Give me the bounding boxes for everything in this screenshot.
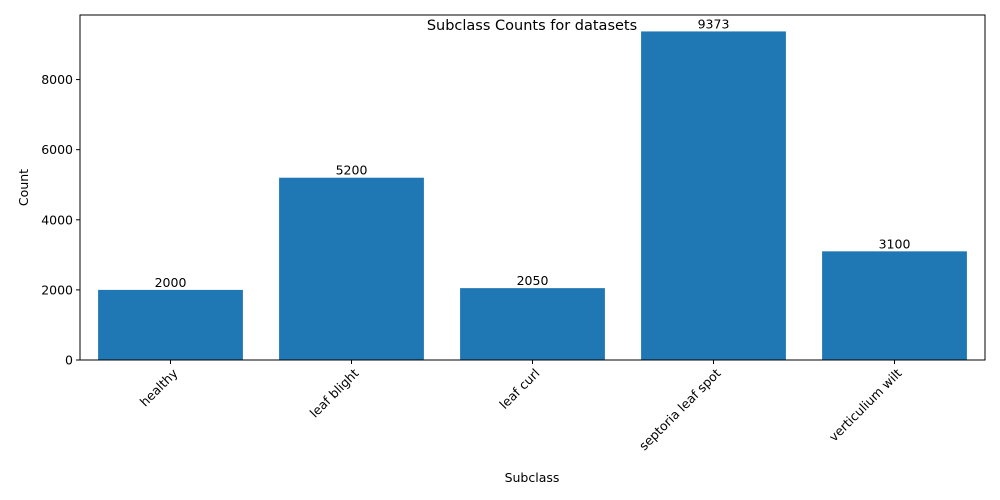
y-tick-label: 6000 [41, 142, 73, 157]
y-axis-label: Count [16, 169, 31, 206]
bar-leaf-blight [279, 177, 424, 360]
data-label: 3100 [879, 236, 911, 251]
x-tick-label: septoria leaf spot [636, 365, 724, 453]
y-tick-label: 4000 [41, 212, 73, 227]
bar-verticulium-wilt [822, 251, 967, 360]
x-axis-label: Subclass [505, 470, 560, 485]
x-axis: healthy leaf blight leaf curl septoria leaf… [137, 360, 905, 453]
bars-group [98, 31, 967, 360]
chart-title: Subclass Counts for datasets [427, 18, 637, 34]
x-tick-label: verticulium wilt [826, 365, 905, 444]
x-tick-label: leaf curl [496, 366, 542, 412]
x-tick-label: leaf blight [307, 365, 362, 420]
plot-frame [79, 14, 986, 361]
y-tick-label: 8000 [41, 72, 73, 87]
y-tick-label: 0 [65, 353, 73, 368]
data-label: 2050 [517, 273, 549, 288]
bar-healthy [98, 289, 243, 360]
data-label: 9373 [698, 16, 730, 31]
data-labels-group: 2000 5200 2050 9373 3100 [155, 16, 911, 289]
data-label: 5200 [336, 163, 368, 178]
x-tick-label: healthy [137, 365, 181, 409]
y-tick-label: 2000 [41, 282, 73, 297]
bar-leaf-curl [460, 288, 605, 360]
data-label: 2000 [155, 275, 187, 290]
bar-septoria-leaf-spot [641, 31, 786, 360]
y-axis: 0 2000 4000 6000 8000 [41, 72, 80, 368]
